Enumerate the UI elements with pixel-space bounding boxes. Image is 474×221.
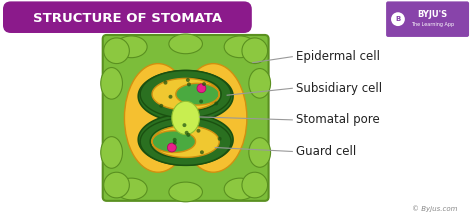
Polygon shape (172, 101, 200, 135)
Text: Subsidiary cell: Subsidiary cell (296, 82, 383, 95)
Ellipse shape (104, 38, 129, 64)
PathPatch shape (140, 70, 231, 118)
Polygon shape (150, 122, 221, 157)
Ellipse shape (185, 131, 189, 135)
Ellipse shape (242, 172, 268, 198)
Ellipse shape (159, 104, 163, 108)
Ellipse shape (101, 137, 122, 168)
Ellipse shape (182, 123, 186, 127)
Ellipse shape (186, 133, 191, 137)
Text: © Byjus.com: © Byjus.com (412, 205, 457, 212)
Ellipse shape (197, 129, 201, 133)
Text: Guard cell: Guard cell (296, 145, 356, 158)
FancyBboxPatch shape (103, 35, 269, 201)
Ellipse shape (186, 78, 190, 82)
Ellipse shape (214, 101, 218, 105)
Polygon shape (138, 114, 233, 165)
PathPatch shape (140, 118, 231, 165)
Ellipse shape (173, 138, 177, 142)
Ellipse shape (187, 82, 191, 86)
Polygon shape (138, 70, 233, 122)
PathPatch shape (152, 78, 219, 110)
Ellipse shape (249, 138, 271, 167)
Circle shape (391, 12, 405, 26)
Ellipse shape (169, 34, 202, 54)
Ellipse shape (202, 82, 206, 86)
Text: The Learning App: The Learning App (411, 22, 454, 27)
Text: B: B (395, 16, 401, 22)
Text: Epidermal cell: Epidermal cell (296, 50, 380, 63)
Ellipse shape (125, 64, 191, 172)
Ellipse shape (104, 172, 129, 198)
Text: Stomatal pore: Stomatal pore (296, 113, 380, 126)
FancyBboxPatch shape (3, 1, 252, 33)
Ellipse shape (169, 182, 202, 202)
Text: STRUCTURE OF STOMATA: STRUCTURE OF STOMATA (33, 12, 222, 25)
FancyBboxPatch shape (386, 1, 469, 37)
Ellipse shape (116, 178, 147, 200)
Ellipse shape (249, 69, 271, 98)
PathPatch shape (152, 126, 219, 157)
Ellipse shape (224, 178, 256, 200)
Ellipse shape (173, 141, 177, 145)
Polygon shape (150, 78, 221, 114)
Ellipse shape (101, 68, 122, 99)
Ellipse shape (242, 38, 268, 64)
Ellipse shape (116, 36, 147, 58)
Ellipse shape (164, 81, 167, 85)
Ellipse shape (169, 95, 173, 99)
Text: BYJU'S: BYJU'S (418, 10, 447, 19)
Ellipse shape (180, 64, 247, 172)
Circle shape (167, 143, 176, 152)
Ellipse shape (218, 137, 222, 141)
Circle shape (197, 84, 206, 93)
Ellipse shape (200, 150, 204, 154)
Ellipse shape (224, 36, 256, 58)
Ellipse shape (199, 99, 203, 103)
